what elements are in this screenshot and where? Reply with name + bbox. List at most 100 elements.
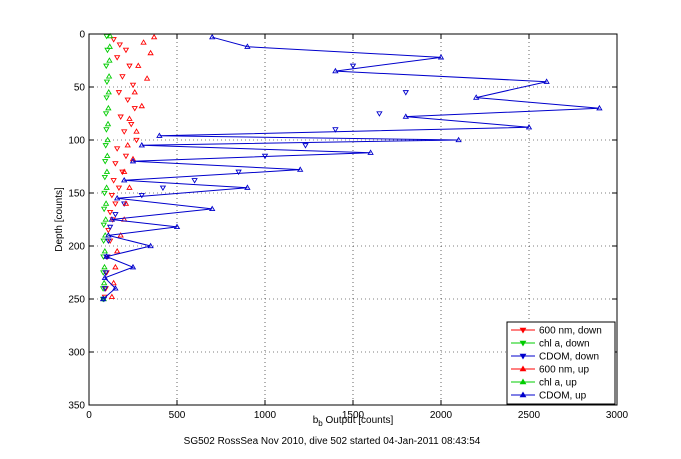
x-axis-label-base: b [313, 415, 319, 426]
data-point [100, 238, 107, 244]
y-tick-label: 200 [68, 242, 85, 253]
data-point [110, 178, 117, 184]
data-point [138, 102, 145, 109]
data-point [126, 115, 133, 121]
data-point [102, 216, 109, 222]
data-point [140, 39, 147, 45]
data-point [543, 78, 550, 84]
data-point [235, 169, 242, 176]
data-point [103, 95, 110, 101]
data-point [191, 178, 198, 184]
data-point [332, 67, 339, 74]
series-4 [100, 32, 114, 302]
data-point [122, 47, 130, 54]
data-point [101, 263, 108, 270]
data-point [105, 73, 113, 79]
data-point [113, 195, 121, 201]
data-point [102, 200, 110, 206]
x-tick-label: 1500 [342, 410, 365, 421]
data-point [108, 293, 116, 300]
legend-entry: chl a, down [511, 339, 590, 350]
data-point [106, 57, 113, 63]
data-point [115, 90, 123, 96]
y-tick-label: 300 [68, 348, 85, 359]
figure-caption: SG502 RossSea Nov 2010, dive 502 started… [184, 436, 481, 447]
y-tick-label: 0 [79, 30, 85, 41]
x-axis-label-subscript: b [318, 419, 323, 428]
y-tick-label: 50 [74, 83, 86, 94]
data-point [124, 97, 131, 104]
legend-label: 600 nm, up [539, 365, 589, 376]
data-point [133, 128, 140, 134]
data-point [596, 104, 603, 111]
x-axis-label: bb Output [counts] [313, 415, 394, 428]
x-tick-label: 1000 [254, 410, 277, 421]
data-point [106, 209, 114, 216]
data-point [121, 129, 128, 135]
y-tick-label: 150 [68, 189, 85, 200]
data-point [147, 242, 154, 249]
legend-label: chl a, up [539, 378, 577, 389]
data-point [105, 104, 112, 111]
data-point [101, 190, 108, 197]
data-point [100, 279, 108, 286]
data-point [135, 62, 142, 68]
data-point [159, 185, 167, 191]
data-point [117, 114, 124, 120]
data-point [110, 279, 117, 286]
series-layer [99, 32, 603, 303]
data-point [156, 132, 163, 138]
data-point [126, 63, 133, 70]
x-tick-label: 500 [169, 410, 186, 421]
legend-label: 600 nm, down [539, 326, 602, 337]
legend-label: CDOM, up [539, 391, 587, 402]
x-tick-label: 2000 [430, 410, 453, 421]
data-point [102, 143, 109, 149]
data-point [101, 248, 109, 254]
y-axis-label: Depth [counts] [54, 187, 65, 252]
legend-label: chl a, down [539, 339, 590, 350]
data-point [119, 74, 126, 80]
data-point [105, 89, 112, 95]
data-point [101, 286, 109, 292]
data-point [112, 201, 119, 207]
data-point [129, 157, 137, 164]
data-point [332, 127, 339, 133]
legend: 600 nm, down chl a, down CDOM, down 600 nm,… [506, 321, 616, 405]
data-point [122, 153, 130, 160]
data-point [173, 223, 181, 230]
y-tick-label: 250 [68, 295, 85, 306]
data-point [101, 274, 109, 280]
data-point [209, 33, 216, 40]
data-point [113, 55, 121, 61]
data-point [349, 63, 357, 70]
data-point [133, 137, 140, 144]
data-point [376, 111, 383, 117]
data-point [103, 79, 111, 85]
data-point [150, 33, 158, 40]
data-point [108, 192, 116, 199]
data-point [302, 143, 309, 149]
legend-marker [519, 365, 527, 372]
data-point [473, 94, 480, 100]
x-tick-label: 2500 [518, 410, 541, 421]
data-point [113, 248, 121, 254]
data-point [131, 106, 138, 112]
data-point [297, 166, 304, 172]
data-point [102, 232, 109, 238]
data-point [105, 227, 112, 234]
data-point [100, 222, 107, 229]
legend-entry: chl a, up [511, 378, 577, 389]
data-point [110, 37, 117, 43]
legend-label: CDOM, down [539, 352, 599, 363]
data-point [126, 184, 133, 190]
data-point [121, 201, 128, 207]
series-line [102, 36, 600, 300]
legend-marker [519, 391, 527, 398]
data-point [115, 185, 123, 191]
legend-box [506, 321, 616, 405]
legend-marker [519, 378, 527, 385]
data-point [121, 176, 128, 183]
